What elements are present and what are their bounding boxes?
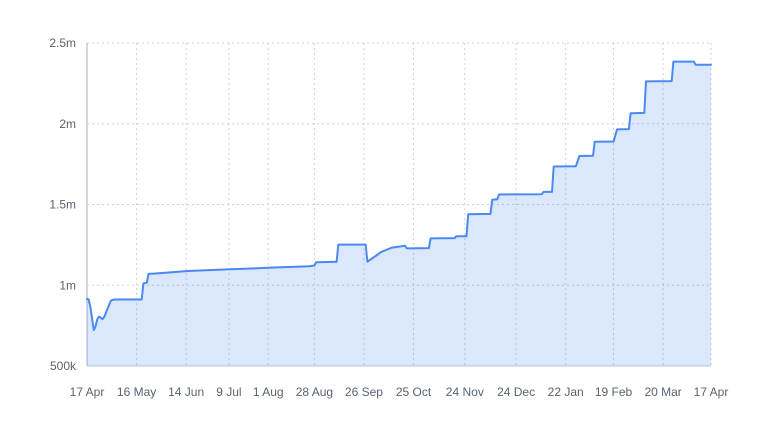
area-fill[interactable] [87, 61, 711, 366]
x-tick-label: 28 Aug [296, 385, 333, 399]
x-tick-label: 1 Aug [253, 385, 284, 399]
x-tick-label: 16 May [117, 385, 156, 399]
y-tick-label: 1m [59, 278, 76, 292]
x-tick-label: 24 Nov [446, 385, 484, 399]
x-tick-label: 20 Mar [644, 385, 681, 399]
x-tick-label: 19 Feb [595, 385, 633, 399]
x-tick-label: 9 Jul [216, 385, 241, 399]
y-tick-label: 2m [59, 117, 76, 131]
x-tick-label: 24 Dec [497, 385, 535, 399]
x-tick-label: 14 Jun [168, 385, 204, 399]
y-tick-label: 2.5m [49, 36, 76, 50]
series-line[interactable] [86, 60, 712, 332]
x-tick-label: 17 Apr [694, 385, 729, 399]
x-tick-label: 22 Jan [548, 385, 584, 399]
x-tick-label: 17 Apr [70, 385, 105, 399]
x-tick-label: 26 Sep [345, 385, 383, 399]
x-tick-label: 25 Oct [396, 385, 432, 399]
y-tick-label: 1.5m [49, 198, 76, 212]
y-tick-label: 500k [50, 359, 77, 373]
